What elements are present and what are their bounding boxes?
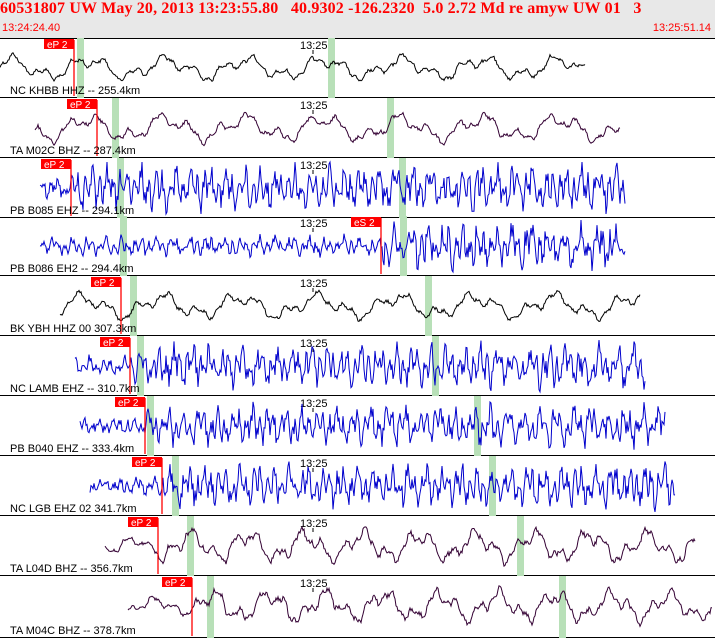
station-label: NC LAMB EHZ -- 310.7km xyxy=(10,383,140,395)
phase-pick-label: eP 2 xyxy=(118,398,139,409)
time-tick-label: 13:25 xyxy=(300,518,328,530)
time-tick-label: 13:25 xyxy=(300,578,328,590)
window-start-time: 13:24:24.40 xyxy=(2,22,61,34)
phase-pick-label: eP 2 xyxy=(131,518,152,529)
phase-pick-label: eP 2 xyxy=(44,160,65,171)
arrival-marker xyxy=(147,396,154,456)
waveform-trace xyxy=(34,111,621,147)
station-label: TA M02C BHZ -- 287.4km xyxy=(10,145,136,157)
arrival-marker xyxy=(474,396,481,456)
arrival-marker xyxy=(112,98,119,158)
arrival-marker xyxy=(117,158,124,218)
arrival-marker xyxy=(387,98,394,158)
waveform-trace xyxy=(0,52,586,83)
arrival-marker xyxy=(517,516,524,576)
waveform-trace xyxy=(59,289,641,322)
time-tick-label: 13:25 xyxy=(300,278,328,290)
arrival-marker xyxy=(399,158,406,218)
arrival-marker xyxy=(559,576,566,638)
trace-panel[interactable]: 13:25 eP 2 NC LAMB EHZ -- 310.7km xyxy=(0,336,715,396)
station-label: TA L04D BHZ -- 356.7km xyxy=(10,563,133,575)
window-end-time: 13:25:51.14 xyxy=(652,22,711,34)
phase-pick-label: eP 2 xyxy=(103,338,124,349)
arrival-marker xyxy=(187,516,194,576)
phase-pick-box[interactable] xyxy=(132,457,162,467)
trace-panel[interactable]: 13:25 eS 2 PB B086 EH2 -- 294.4km xyxy=(0,216,715,276)
time-tick-label: 13:25 xyxy=(300,398,328,410)
seismogram-svg: 13:25 eP 2 NC KHBB HHZ -- 255.4km 13:25 eP 2… xyxy=(0,38,715,638)
time-tick-label: 13:25 xyxy=(300,40,328,52)
waveform-trace xyxy=(104,525,696,567)
phase-pick-box[interactable] xyxy=(91,277,121,287)
trace-panel[interactable]: 13:25 eP 2 PB B085 EHZ -- 294.1km xyxy=(0,158,715,218)
event-title: 60531807 UW May 20, 2013 13:23:55.80 40.… xyxy=(0,0,642,17)
trace-panel[interactable]: 13:25 eP 2 TA M04C BHZ -- 378.7km xyxy=(0,576,715,638)
trace-panel[interactable]: 13:25 eP 2 BK YBH HHZ 00 307.3km xyxy=(0,276,715,336)
station-label: PB B040 EHZ -- 333.4km xyxy=(10,443,134,455)
arrival-marker xyxy=(432,336,439,396)
arrival-marker xyxy=(137,336,144,396)
phase-pick-label: eP 2 xyxy=(94,278,115,289)
phase-pick-box[interactable] xyxy=(44,39,74,49)
waveform-trace xyxy=(74,339,646,394)
header-bar: 60531807 UW May 20, 2013 13:23:55.80 40.… xyxy=(0,0,715,39)
trace-panel[interactable]: 13:25 eP 2 NC KHBB HHZ -- 255.4km xyxy=(0,38,715,98)
station-label: NC LGB EHZ 02 341.7km xyxy=(10,503,137,515)
waveform-trace xyxy=(39,219,626,274)
arrival-marker xyxy=(489,456,496,516)
station-label: PB B085 EHZ -- 294.1km xyxy=(10,205,134,217)
arrival-marker xyxy=(172,456,179,516)
station-label: PB B086 EH2 -- 294.4km xyxy=(10,263,134,275)
waveform-trace xyxy=(127,585,712,628)
phase-pick-box[interactable] xyxy=(162,577,192,587)
phase-pick-box[interactable] xyxy=(67,99,97,109)
phase-pick-box[interactable] xyxy=(115,397,145,407)
phase-pick-box[interactable] xyxy=(41,159,71,169)
arrival-marker xyxy=(425,276,432,336)
phase-pick-label: eP 2 xyxy=(47,40,68,51)
station-label: TA M04C BHZ -- 378.7km xyxy=(10,625,136,637)
phase-pick-label: eP 2 xyxy=(70,100,91,111)
trace-panel[interactable]: 13:25 eP 2 TA M02C BHZ -- 287.4km xyxy=(0,98,715,158)
waveform-trace xyxy=(39,160,626,216)
time-tick-label: 13:25 xyxy=(300,218,328,230)
arrival-marker xyxy=(400,216,407,276)
time-tick-label: 13:25 xyxy=(300,338,328,350)
station-label: NC KHBB HHZ -- 255.4km xyxy=(10,85,140,97)
phase-pick-label: eS 2 xyxy=(354,218,375,229)
trace-panel[interactable]: 13:25 eP 2 NC LGB EHZ 02 341.7km xyxy=(0,456,715,516)
arrival-marker xyxy=(207,576,214,638)
trace-panel[interactable]: 13:25 eP 2 PB B040 EHZ -- 333.4km xyxy=(0,396,715,456)
time-tick-label: 13:25 xyxy=(300,160,328,172)
seismogram-panel: 13:25 eP 2 NC KHBB HHZ -- 255.4km 13:25 eP 2… xyxy=(0,38,715,638)
waveform-trace xyxy=(79,400,666,450)
arrival-marker xyxy=(328,38,335,98)
station-label: BK YBH HHZ 00 307.3km xyxy=(10,323,136,335)
trace-panel[interactable]: 13:25 eP 2 TA L04D BHZ -- 356.7km xyxy=(0,516,715,576)
phase-pick-box[interactable] xyxy=(351,217,381,227)
phase-pick-label: eP 2 xyxy=(165,578,186,589)
time-tick-label: 13:25 xyxy=(300,458,328,470)
waveform-trace xyxy=(89,461,676,512)
phase-pick-box[interactable] xyxy=(128,517,158,527)
time-tick-label: 13:25 xyxy=(300,100,328,112)
arrival-marker xyxy=(77,38,84,98)
phase-pick-label: eP 2 xyxy=(135,458,156,469)
phase-pick-box[interactable] xyxy=(100,337,130,347)
